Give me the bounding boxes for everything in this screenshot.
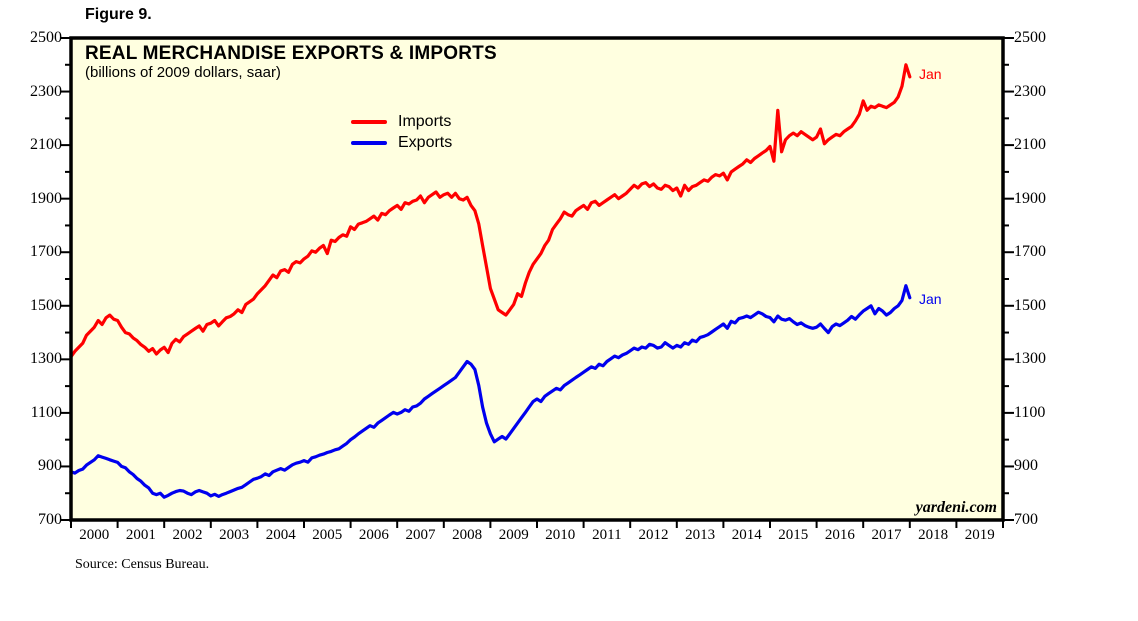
exports-end-label: Jan [919, 291, 942, 307]
legend-item-exports: Exports [351, 132, 452, 153]
figure-label: Figure 9. [85, 6, 152, 23]
legend-label-imports: Imports [398, 112, 452, 130]
imports-line-swatch [351, 119, 387, 124]
chart-title: REAL MERCHANDISE EXPORTS & IMPORTS [85, 43, 497, 64]
legend: Imports Exports [351, 111, 452, 153]
legend-item-imports: Imports [351, 111, 452, 132]
legend-label-exports: Exports [398, 133, 453, 151]
source-note: Source: Census Bureau. [75, 557, 210, 572]
imports-end-label: Jan [919, 66, 942, 82]
watermark: yardeni.com [915, 499, 997, 516]
exports-line-swatch [351, 140, 387, 145]
chart-subtitle: (billions of 2009 dollars, saar) [85, 64, 281, 81]
